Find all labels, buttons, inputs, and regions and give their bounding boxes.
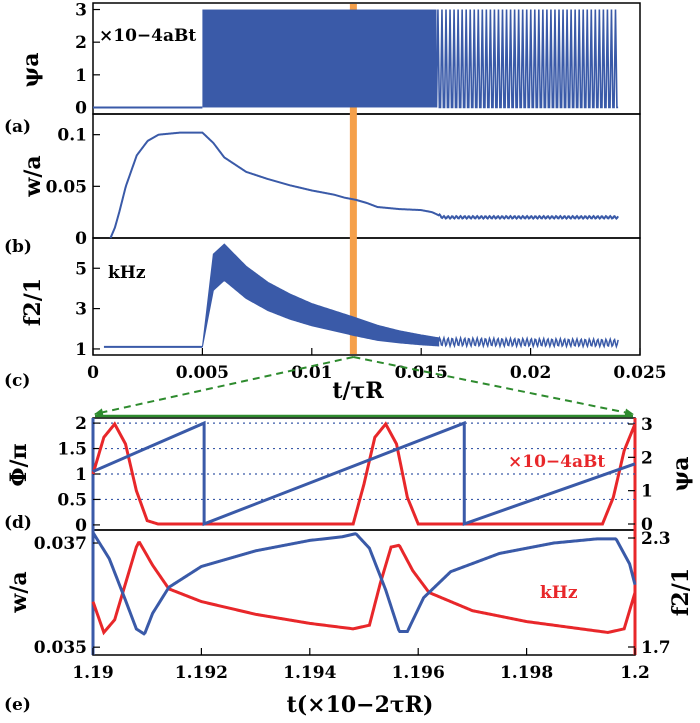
- panel-c-xtick-label: 0.02: [510, 363, 551, 383]
- panel-b-line: [109, 131, 619, 239]
- panel-c-band: [201, 243, 440, 348]
- panel-c-tail: [437, 335, 619, 349]
- panel-d-ylabel-right: ψa: [668, 457, 694, 492]
- panel-a-ytick-label: 1: [75, 66, 87, 86]
- panel-c-xtick-label: 0: [87, 363, 99, 383]
- panel-e-xtick-label: 1.2: [620, 663, 650, 683]
- panel-b-ylabel: w/a: [20, 155, 46, 197]
- panel-e-ytick-label-r: 1.7: [641, 638, 671, 658]
- panel-a-annotation: ×10−4aBt: [99, 26, 196, 46]
- panel-d-ylabel-left: Φ/π: [6, 443, 32, 486]
- panel-c-annotation: kHz: [108, 263, 146, 283]
- panel-a-ytick-label: 3: [75, 1, 87, 21]
- panel-d-annotation: ×10−4aBt: [508, 452, 605, 472]
- zoom-arrow-left: [94, 356, 354, 417]
- panel-label-e: (e): [4, 695, 31, 715]
- panel-e-xtick-label: 1.196: [392, 663, 445, 683]
- panel-e-annotation: kHz: [540, 583, 578, 603]
- panel-c-xtick-label: 0.015: [395, 363, 448, 383]
- panel-label-c: (c): [4, 371, 30, 391]
- panel-c-xtick-label: 0.005: [176, 363, 229, 383]
- panel-e-ytick-label-r: 2.3: [641, 529, 671, 549]
- panel-a-ylabel: ψa: [18, 53, 44, 88]
- panel-d-ytick-label: 0: [75, 516, 87, 536]
- panel-d-ytick-label-r: 0: [641, 515, 653, 535]
- highlight-band: [349, 4, 357, 354]
- panel-a-ytick-label: 2: [75, 33, 87, 53]
- panel-a-spikes: [435, 9, 619, 109]
- panel-c-xtick-label: 0.025: [613, 363, 666, 383]
- panel-c-ylabel: f2/1: [20, 278, 46, 326]
- panel-e-xtick-label: 1.19: [72, 663, 113, 683]
- panel-a-ytick-label: 0: [75, 98, 87, 118]
- panel-e-xtick-label: 1.192: [175, 663, 228, 683]
- panel-label-b: (b): [4, 237, 32, 257]
- panel-d-ytick-label: 0.5: [57, 490, 87, 510]
- panel-label-d: (d): [4, 513, 32, 533]
- panel-label-a: (a): [4, 117, 31, 137]
- panel-d-ytick-label-r: 3: [641, 415, 653, 435]
- panel-e-xlabel: t(×10−2τR): [287, 692, 434, 718]
- panel-d-ytick-label: 1.5: [57, 440, 87, 460]
- zoom-arrow-right: [353, 356, 634, 417]
- panel-e-xtick-label: 1.194: [283, 663, 336, 683]
- panel-d-psi-line: [91, 421, 637, 526]
- panel-e-ytick-label: 0.037: [34, 534, 87, 554]
- panel-d-ytick-label: 1: [75, 465, 87, 485]
- panel-d-phi-line: [92, 420, 636, 527]
- panel-c-ytick-label: 1: [75, 340, 87, 360]
- panel-e-ylabel-left: w/a: [6, 571, 32, 613]
- panel-b-ytick-label: 0.1: [57, 126, 87, 146]
- panel-e-ytick-label: 0.035: [34, 638, 87, 658]
- panel-c-ytick-label: 5: [75, 259, 87, 279]
- panel-d-ytick-label: 2: [75, 414, 87, 434]
- panel-e-w-line: [91, 531, 637, 636]
- panel-c-frame: [92, 237, 641, 356]
- panel-c-xlabel: t/τR: [332, 378, 384, 404]
- panel-e-ylabel-right: f2/1: [668, 568, 694, 616]
- panel-e-xtick-label: 1.198: [500, 663, 553, 683]
- panel-b-ytick-label: 0.05: [46, 177, 87, 197]
- panel-a-dense-oscillation: [202, 9, 437, 108]
- panel-c-ytick-label: 3: [75, 300, 87, 320]
- panel-d-ytick-label-r: 2: [641, 448, 653, 468]
- panel-e-f-line: [91, 540, 637, 636]
- panel-b-ytick-label: 0: [75, 229, 87, 249]
- panel-d-ytick-label-r: 1: [641, 482, 653, 502]
